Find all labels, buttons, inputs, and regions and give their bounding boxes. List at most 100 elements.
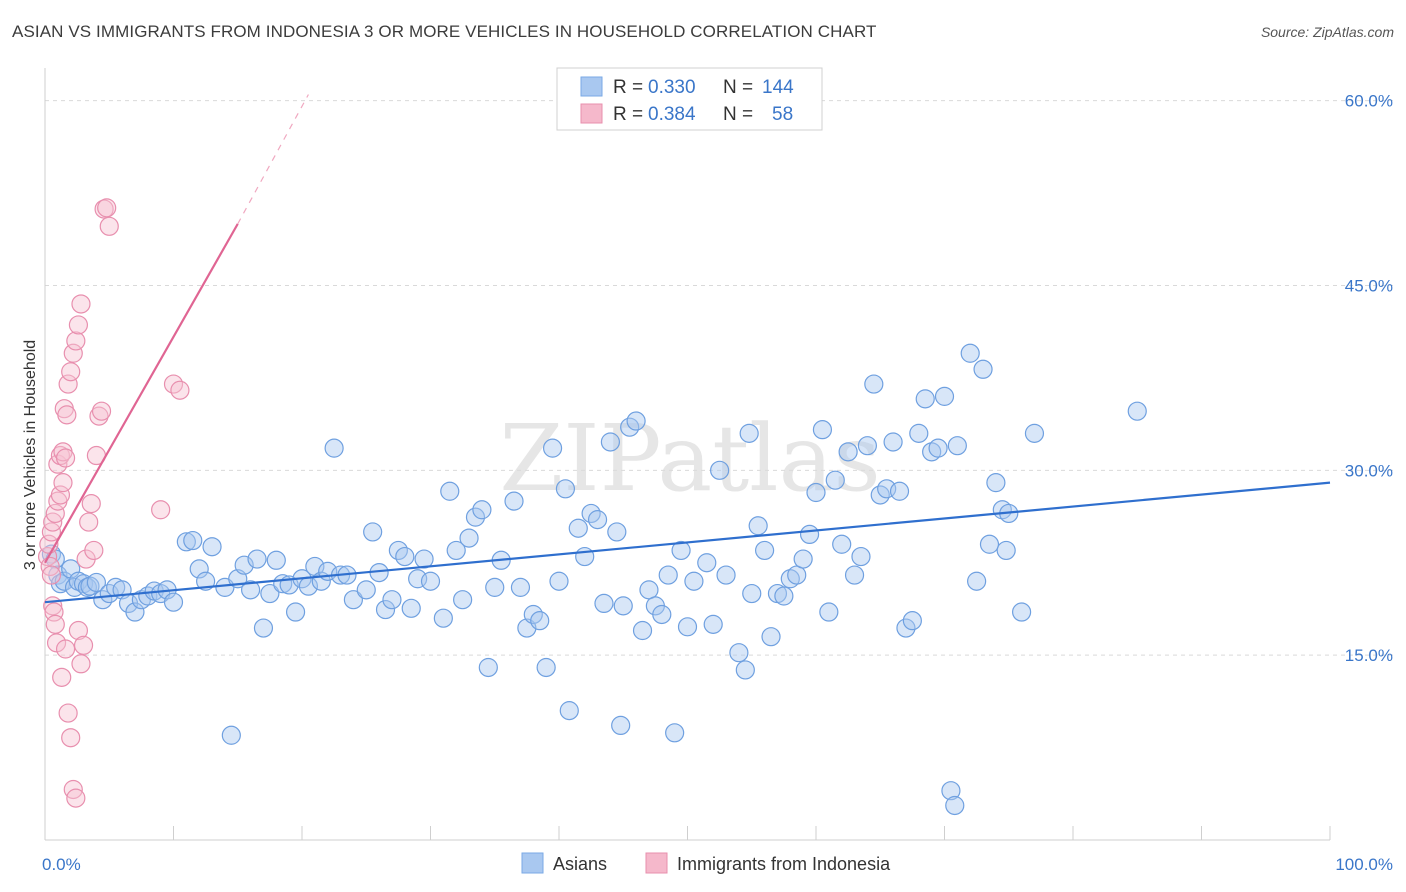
data-point: [909, 423, 929, 443]
data-point: [639, 580, 659, 600]
data-point: [761, 627, 781, 647]
bottom-legend-swatch-asians: [521, 852, 544, 874]
data-point: [52, 667, 72, 687]
data-point: [915, 389, 935, 409]
data-point: [99, 216, 119, 236]
data-point: [57, 405, 77, 425]
data-point: [825, 470, 845, 490]
data-point: [611, 715, 631, 736]
data-point: [58, 374, 78, 394]
data-point: [68, 620, 89, 641]
data-point: [510, 577, 531, 597]
data-point: [889, 481, 910, 501]
data-point: [125, 602, 145, 622]
data-point: [710, 460, 730, 480]
data-point: [1024, 423, 1045, 443]
data-point: [838, 442, 858, 462]
y-tick-label-2: 45.0%: [1345, 276, 1393, 295]
y-tick-label-1: 30.0%: [1345, 461, 1393, 480]
data-point: [665, 723, 685, 743]
y-tick-labels: 15.0% 30.0% 45.0% 60.0%: [1345, 92, 1393, 666]
data-point: [453, 590, 473, 610]
data-point: [202, 537, 222, 557]
data-point: [382, 590, 402, 610]
data-point: [81, 493, 101, 514]
data-point: [433, 608, 453, 628]
data-point: [697, 553, 717, 573]
trend-line-indonesia: [44, 223, 239, 564]
legend-n-value-2: 58: [772, 104, 793, 125]
data-point: [45, 503, 65, 524]
y-axis-label: 3 or more Vehicles in Household: [22, 340, 39, 570]
data-point: [799, 524, 820, 545]
data-point: [549, 571, 569, 591]
data-point: [163, 592, 184, 612]
data-point: [600, 432, 621, 452]
data-point: [91, 401, 112, 421]
data-point: [170, 380, 190, 400]
data-point: [465, 507, 486, 527]
data-point: [58, 703, 78, 723]
data-point: [45, 614, 65, 634]
data-point: [221, 725, 241, 745]
data-point: [363, 522, 383, 542]
legend-r-label-1: R =: [613, 77, 643, 98]
data-point: [742, 583, 762, 604]
data-point: [472, 500, 492, 520]
data-point: [739, 423, 759, 443]
data-point: [55, 639, 76, 659]
data-point: [677, 617, 698, 637]
data-point: [73, 635, 94, 655]
legend-box: R = 0.330 N = 144 R = 0.384 N = 58: [556, 67, 823, 131]
data-point: [652, 604, 672, 625]
indonesia-points: [37, 198, 190, 808]
data-point: [84, 540, 104, 561]
data-point: [266, 550, 286, 570]
data-point: [183, 530, 203, 551]
data-point: [857, 436, 878, 456]
data-point: [485, 577, 505, 597]
data-point: [542, 438, 563, 458]
data-point: [97, 198, 117, 218]
data-point: [324, 438, 344, 458]
data-point: [729, 643, 749, 663]
data-point: [844, 565, 865, 585]
data-point: [568, 518, 588, 538]
data-point: [375, 599, 396, 620]
data-point: [459, 528, 479, 548]
legend-r-value-1: 0.330: [648, 77, 696, 98]
legend-swatch-asians: [580, 76, 603, 97]
data-point: [947, 436, 967, 456]
data-point: [684, 571, 704, 591]
x-tick-labels: 0.0% 100.0%: [42, 855, 1393, 874]
data-point: [748, 516, 768, 536]
data-point: [79, 512, 99, 532]
data-point: [851, 546, 871, 567]
data-point: [671, 540, 691, 561]
data-point: [151, 500, 171, 520]
data-point: [176, 532, 196, 552]
x-tick-label-0: 0.0%: [42, 855, 81, 874]
data-point: [941, 781, 961, 801]
data-point: [986, 473, 1006, 493]
data-point: [626, 411, 646, 431]
bottom-legend-swatch-indonesia: [645, 852, 668, 874]
data-point: [806, 482, 826, 503]
data-point: [658, 565, 678, 585]
data-point: [61, 728, 81, 748]
data-point: [703, 614, 723, 634]
axes: [44, 68, 1331, 841]
data-point: [996, 540, 1016, 561]
data-point: [41, 522, 62, 542]
data-point: [343, 590, 363, 610]
data-point: [414, 549, 434, 569]
bottom-legend-label-indonesia: Immigrants from Indonesia: [677, 854, 891, 874]
data-point: [61, 362, 81, 382]
data-point: [587, 510, 608, 530]
chart-title: ASIAN VS IMMIGRANTS FROM INDONESIA 3 OR …: [12, 22, 877, 41]
data-point: [71, 294, 91, 314]
data-point: [41, 565, 62, 585]
data-point: [536, 657, 556, 678]
bottom-legend-label-asians: Asians: [553, 854, 607, 874]
data-point: [66, 788, 86, 808]
